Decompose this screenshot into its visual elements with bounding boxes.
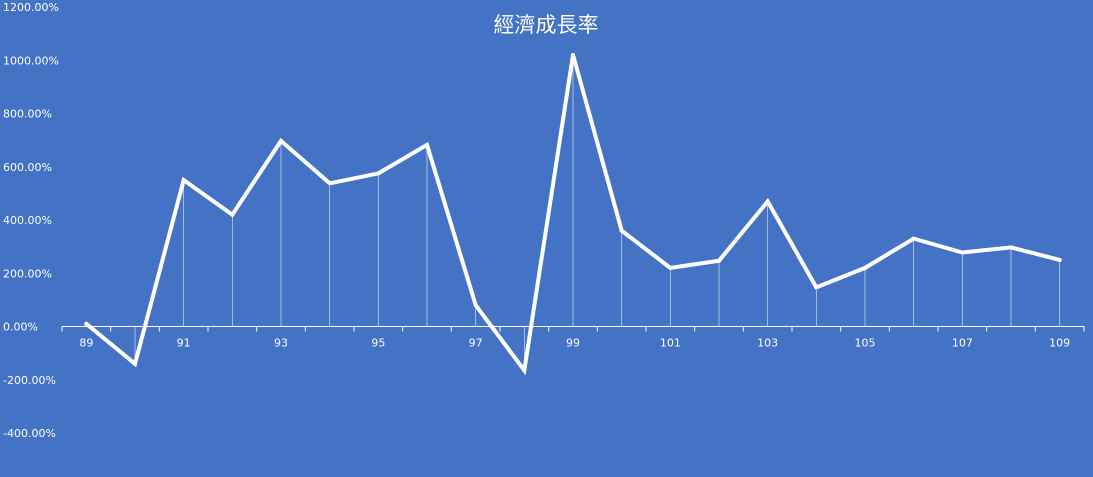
data-point bbox=[133, 361, 137, 366]
data-point bbox=[376, 171, 381, 176]
x-tick-label: 105 bbox=[855, 337, 876, 350]
data-point bbox=[911, 236, 916, 241]
y-tick-label: 1000.00% bbox=[3, 54, 59, 67]
y-axis-labels: 1200.00% 1000.00% 800.00% 600.00% 400.00% 200… bbox=[3, 1, 59, 440]
x-tick-label: 99 bbox=[566, 337, 580, 350]
y-tick-label: 800.00% bbox=[3, 108, 52, 121]
data-point bbox=[717, 258, 721, 263]
data-point bbox=[863, 265, 867, 270]
data-point bbox=[668, 265, 673, 270]
x-tick-label: 103 bbox=[757, 337, 778, 350]
drop-lines bbox=[85, 54, 1061, 371]
y-tick-label: 0.00% bbox=[3, 321, 38, 334]
x-tick-label: 89 bbox=[79, 337, 93, 350]
x-tick-label: 107 bbox=[952, 337, 973, 350]
y-tick-label: 600.00% bbox=[3, 161, 52, 174]
series-points bbox=[84, 52, 1062, 373]
data-point bbox=[960, 250, 965, 255]
x-tick-label: 101 bbox=[660, 337, 681, 350]
x-axis-labels: 89 91 93 95 97 99 101 103 105 107 109 bbox=[79, 337, 1070, 350]
y-tick-label: 400.00% bbox=[3, 214, 52, 227]
data-point bbox=[181, 178, 186, 183]
data-point bbox=[619, 228, 624, 233]
x-tick-label: 95 bbox=[371, 337, 385, 350]
data-point bbox=[84, 321, 89, 326]
data-point bbox=[425, 142, 429, 147]
chart-title: 經濟成長率 bbox=[494, 13, 599, 37]
y-tick-label: 200.00% bbox=[3, 267, 52, 280]
data-point bbox=[279, 138, 283, 143]
x-tick-label: 93 bbox=[274, 337, 288, 350]
data-point bbox=[571, 52, 575, 57]
data-point bbox=[1009, 245, 1013, 250]
x-tick-label: 97 bbox=[469, 337, 483, 350]
y-tick-label: -200.00% bbox=[3, 374, 56, 387]
y-tick-label: -400.00% bbox=[3, 427, 56, 440]
data-point bbox=[230, 212, 235, 217]
x-axis-ticks bbox=[61, 326, 1085, 332]
data-point bbox=[765, 199, 770, 204]
y-tick-label: 1200.00% bbox=[3, 1, 59, 14]
x-tick-label: 91 bbox=[177, 337, 191, 350]
data-point bbox=[327, 181, 332, 186]
data-point bbox=[1057, 257, 1062, 262]
x-tick-label: 109 bbox=[1049, 337, 1070, 350]
data-point bbox=[814, 285, 819, 290]
data-point bbox=[473, 303, 478, 308]
data-point bbox=[522, 368, 527, 373]
